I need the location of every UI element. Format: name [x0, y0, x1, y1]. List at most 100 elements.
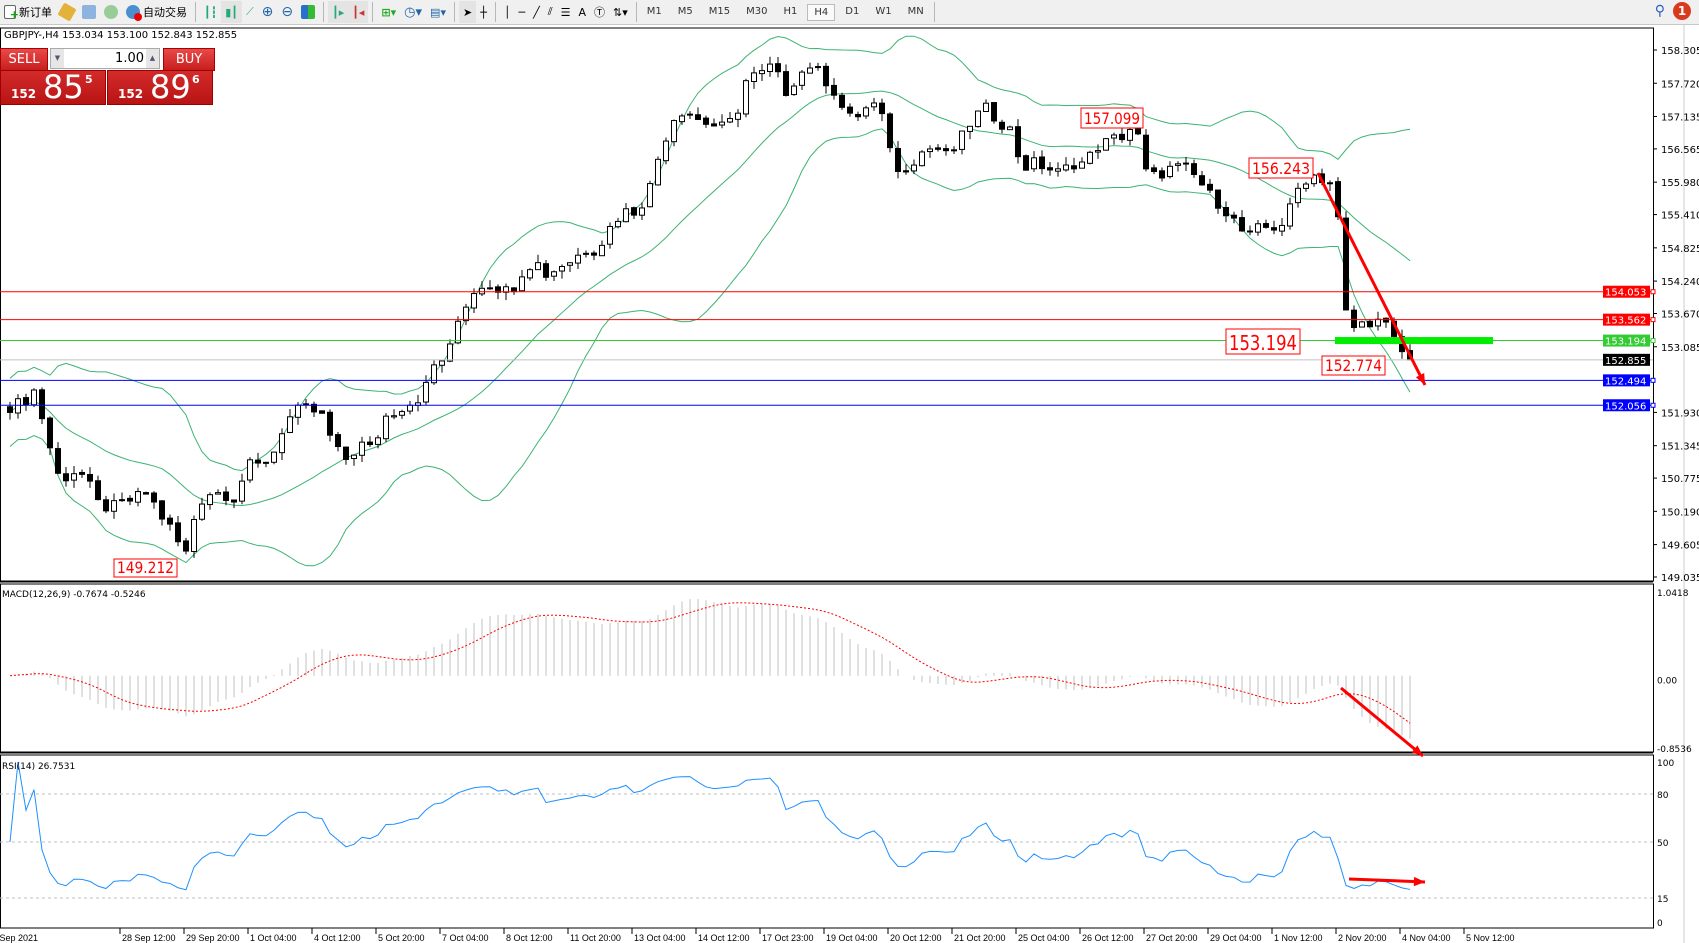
- arrows-button[interactable]: ⇅▾: [609, 1, 632, 23]
- lots-decrease-button[interactable]: ▼: [51, 49, 64, 68]
- price-tick-label: 149.605: [1661, 541, 1699, 552]
- vertical-line-button[interactable]: │: [500, 1, 515, 23]
- rsi-tick-label: 0: [1657, 919, 1663, 929]
- templates-button[interactable]: ▤▾: [426, 1, 450, 23]
- market-watch-button[interactable]: [56, 1, 78, 23]
- signals-button[interactable]: [100, 1, 122, 23]
- bollinger-upper: [9, 35, 1411, 472]
- candle-body: [999, 121, 1005, 130]
- candle-body: [711, 123, 717, 127]
- candle: [823, 62, 829, 94]
- candle: [975, 110, 981, 128]
- notification-badge[interactable]: 1: [1673, 2, 1691, 20]
- buy-button[interactable]: BUY: [163, 48, 215, 71]
- line-handle: [1650, 377, 1656, 383]
- chart-window[interactable]: 154.053 153.562 153.194 152.855 152.494 152.0…: [0, 25, 1699, 943]
- chart-shift-button[interactable]: ┃◂: [348, 1, 369, 23]
- bar-chart-button[interactable]: ┃┇: [200, 1, 221, 23]
- candle: [447, 339, 453, 363]
- timeframe-h1[interactable]: H1: [783, 5, 798, 17]
- tile-windows-button[interactable]: [297, 1, 319, 23]
- candle-body: [967, 125, 973, 132]
- zoom-in-button[interactable]: ⊕: [258, 1, 278, 23]
- candle-body: [1311, 174, 1317, 185]
- rsi-arrow: [1348, 876, 1426, 887]
- timeframe-m1[interactable]: M1: [646, 5, 662, 17]
- candle-body: [1239, 217, 1245, 232]
- auto-scroll-button[interactable]: ┃▸: [328, 1, 349, 23]
- text-label-button[interactable]: Ⓣ: [590, 1, 609, 23]
- candle: [919, 150, 925, 167]
- candle-body: [263, 461, 269, 464]
- line-handle: [1650, 289, 1656, 295]
- new-order-button[interactable]: + 新订单: [0, 1, 56, 23]
- lots-stepper[interactable]: ▼ ▲: [50, 48, 160, 69]
- candle: [7, 401, 13, 420]
- candle: [1087, 150, 1093, 165]
- fibonacci-icon: ☰: [560, 5, 571, 19]
- auto-trading-button[interactable]: 自动交易: [122, 1, 191, 23]
- text-icon: A: [578, 5, 586, 19]
- time-label: 14 Oct 12:00: [698, 933, 750, 943]
- timeframe-m15[interactable]: M15: [708, 5, 731, 17]
- equidistant-channel-button[interactable]: ⫽: [544, 1, 557, 23]
- candle: [1095, 144, 1101, 159]
- crosshair-button[interactable]: ┼: [476, 1, 491, 23]
- text-button[interactable]: A: [574, 1, 590, 23]
- candle-body: [1327, 182, 1333, 185]
- zoom-out-button[interactable]: ⊖: [277, 1, 297, 23]
- timeframe-m30[interactable]: M30: [746, 5, 768, 17]
- candle: [1079, 157, 1085, 169]
- candlestick-button[interactable]: ▮┃: [221, 1, 242, 23]
- candle-body: [1007, 126, 1013, 131]
- fibonacci-button[interactable]: ☰: [557, 1, 575, 23]
- candle: [599, 240, 605, 257]
- trendline-button[interactable]: ╱: [529, 1, 544, 23]
- candle: [1151, 164, 1157, 175]
- periods-button[interactable]: ◷▾: [400, 1, 426, 23]
- time-label: 1 Nov 12:00: [1274, 933, 1323, 943]
- candle-body: [207, 494, 213, 506]
- candle-body: [543, 263, 549, 278]
- timeframe-mn[interactable]: MN: [907, 5, 924, 17]
- lots-input[interactable]: [64, 51, 146, 66]
- candle: [367, 436, 373, 448]
- timeframe-h4[interactable]: H4: [807, 3, 836, 21]
- candle-body: [511, 287, 517, 293]
- candle: [1159, 167, 1165, 182]
- candle-body: [927, 148, 933, 153]
- sell-button[interactable]: SELL: [0, 48, 48, 71]
- buy-price[interactable]: 152 89 6: [107, 68, 213, 106]
- candle: [551, 270, 557, 282]
- navigator-button[interactable]: [78, 1, 100, 23]
- timeframe-w1[interactable]: W1: [875, 5, 892, 17]
- candle-body: [1255, 223, 1261, 233]
- candle-body: [279, 433, 285, 454]
- candle: [1231, 211, 1237, 224]
- candle-body: [247, 459, 253, 481]
- time-label: 27 Oct 20:00: [1146, 933, 1198, 943]
- timeframe-d1[interactable]: D1: [845, 5, 860, 17]
- candle-body: [143, 492, 149, 495]
- timeframe-m5[interactable]: M5: [677, 5, 693, 17]
- price-tick-label: 150.775: [1661, 474, 1699, 485]
- candle-body: [1143, 134, 1149, 170]
- candle-body: [215, 492, 221, 495]
- cursor-button[interactable]: ➤: [458, 1, 477, 23]
- candle: [791, 83, 797, 96]
- search-icon[interactable]: ⚲: [1654, 3, 1665, 19]
- line-chart-button[interactable]: ⟋: [242, 1, 258, 23]
- time-label: 1 Oct 04:00: [250, 933, 297, 943]
- rsi-tick-label: 80: [1657, 791, 1669, 801]
- text-label-icon: Ⓣ: [594, 6, 605, 19]
- main-pane: [0, 27, 1654, 582]
- candle-body: [159, 500, 165, 520]
- candle: [983, 99, 989, 112]
- candle-body: [287, 416, 293, 433]
- lots-increase-button[interactable]: ▲: [146, 49, 159, 68]
- sell-price[interactable]: 152 85 5: [0, 68, 106, 106]
- candle: [559, 264, 565, 279]
- horizontal-line-button[interactable]: ─: [514, 1, 529, 23]
- indicators-button[interactable]: ⊞▾: [377, 1, 400, 23]
- time-label: 26 Oct 12:00: [1082, 933, 1134, 943]
